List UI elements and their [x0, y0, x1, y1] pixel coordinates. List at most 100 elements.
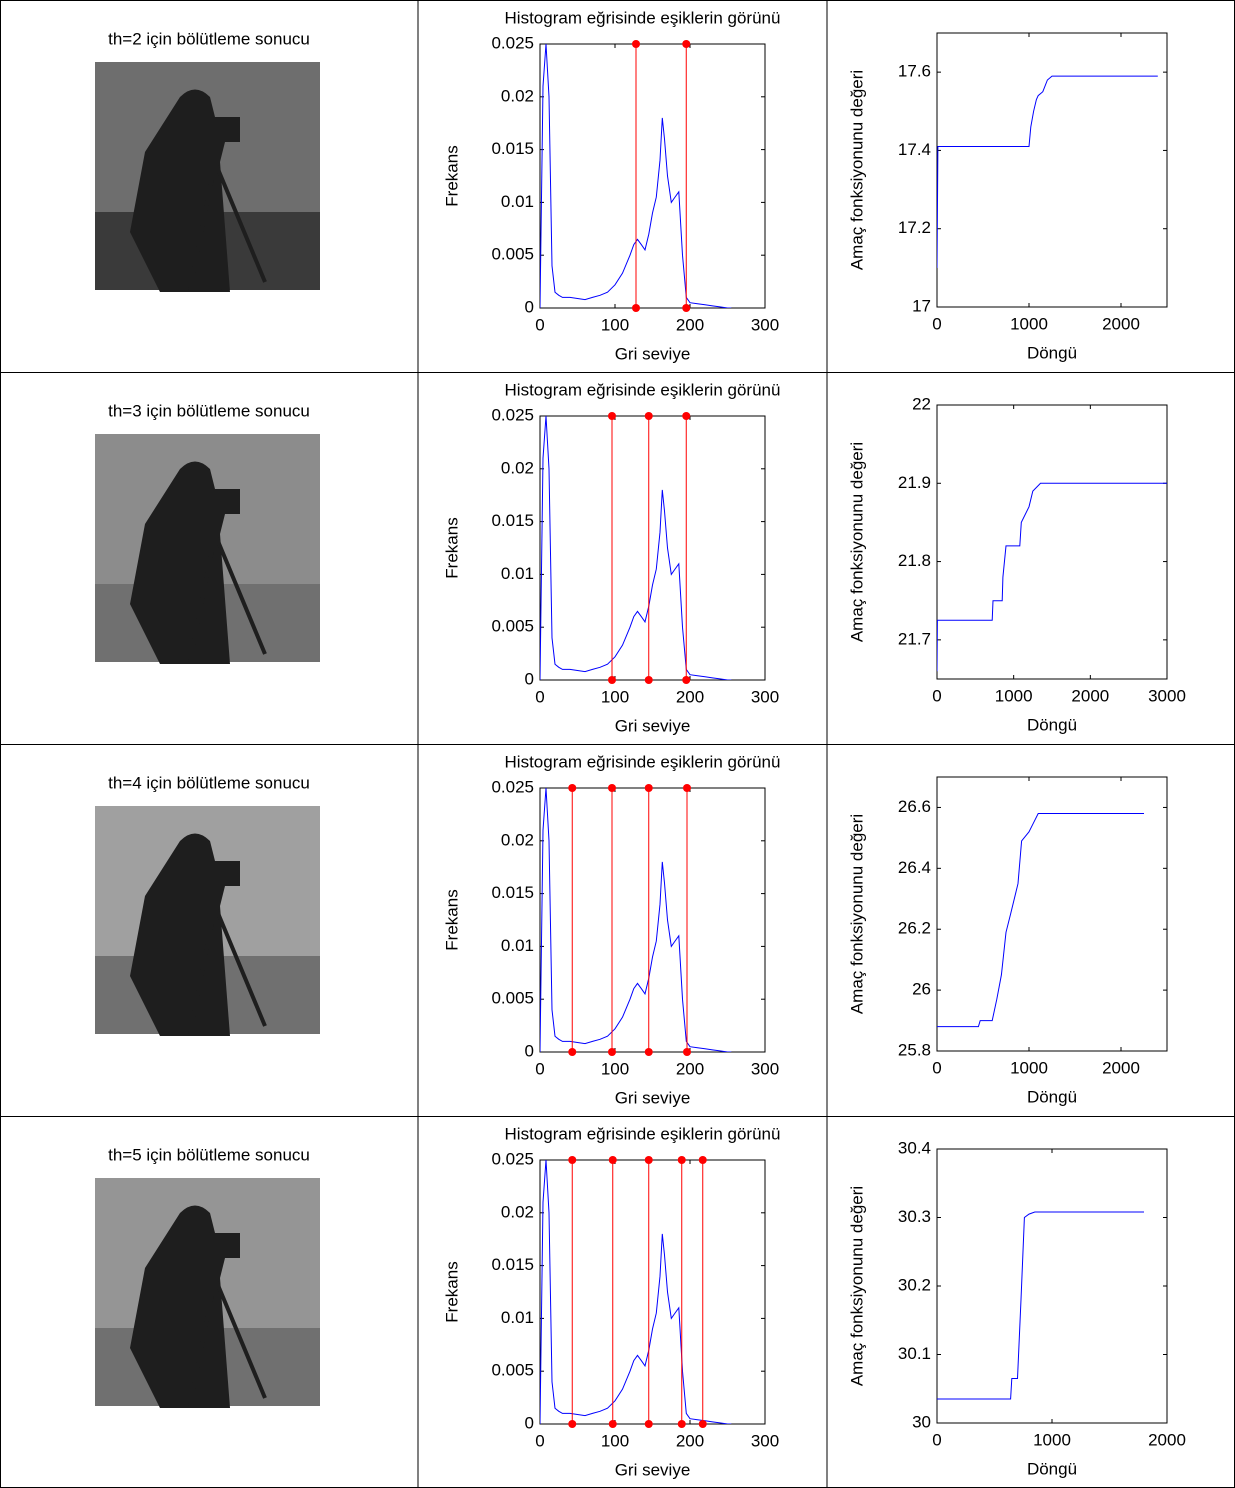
- x-tick-label: 1000: [995, 686, 1033, 705]
- y-tick-label: 0.01: [501, 192, 534, 211]
- x-tick-label: 300: [751, 687, 779, 706]
- image-tripod: [188, 1277, 267, 1407]
- y-tick-label: 26: [912, 980, 931, 999]
- y-tick-label: 0: [525, 1413, 534, 1432]
- threshold-dot: [644, 1048, 653, 1056]
- y-tick-label: 0.01: [501, 564, 534, 583]
- threshold-dot: [644, 676, 653, 684]
- image-tripod: [188, 905, 267, 1035]
- y-tick-label: 0.02: [501, 458, 534, 477]
- plot-area: [936, 776, 1168, 1052]
- series-line: [540, 1159, 732, 1424]
- y-axis-label: Amaç fonksiyonunu değeri: [847, 814, 866, 1014]
- y-tick-label: 0.015: [491, 883, 534, 902]
- x-tick-label: 0: [535, 315, 544, 334]
- y-tick-label: 0.01: [501, 1308, 534, 1327]
- plot-area: [539, 787, 766, 1053]
- y-tick-label: 30.2: [898, 1275, 931, 1294]
- y-tick-label: 0.02: [501, 1202, 534, 1221]
- threshold-dot: [608, 676, 616, 684]
- y-tick-label: 0.005: [491, 245, 534, 264]
- series-line: [937, 813, 1144, 1028]
- y-tick-label: 0.025: [491, 1149, 534, 1168]
- x-tick-label: 200: [676, 1431, 704, 1450]
- x-axis-label: Gri seviye: [615, 1460, 691, 1479]
- y-tick-label: 0: [525, 1041, 534, 1060]
- x-tick-label: 300: [751, 1431, 779, 1450]
- y-tick-label: 26.4: [898, 858, 931, 877]
- chart-title: Histogram eğrisinde eşiklerin görünü: [505, 380, 781, 399]
- x-tick-label: 1000: [1010, 1058, 1048, 1077]
- x-axis-label: Döngü: [1027, 343, 1077, 362]
- y-tick-label: 21.7: [898, 629, 931, 648]
- threshold-dot: [682, 676, 691, 684]
- y-tick-label: 17: [912, 296, 931, 315]
- y-tick-label: 0.025: [491, 777, 534, 796]
- image-tripod: [188, 161, 267, 291]
- threshold-dot: [608, 784, 616, 792]
- threshold-dot: [644, 1420, 653, 1428]
- y-tick-label: 17.6: [898, 62, 931, 81]
- y-tick-label: 30: [912, 1412, 931, 1431]
- series-line: [937, 75, 1158, 268]
- y-axis-label: Frekans: [442, 889, 461, 950]
- x-tick-label: 2000: [1102, 314, 1140, 333]
- threshold-dot: [682, 304, 691, 312]
- image-tripod: [188, 533, 267, 663]
- y-tick-label: 0.025: [491, 405, 534, 424]
- plot-area: [936, 1148, 1168, 1424]
- y-axis-label: Frekans: [442, 517, 461, 578]
- series-line: [540, 43, 732, 308]
- series-line: [540, 415, 732, 680]
- x-tick-label: 100: [601, 1431, 629, 1450]
- y-tick-label: 30.3: [898, 1207, 931, 1226]
- threshold-dot: [644, 1156, 653, 1164]
- threshold-dot: [568, 1420, 577, 1428]
- plot-area: [936, 404, 1168, 680]
- x-tick-label: 3000: [1148, 686, 1186, 705]
- caption: th=3 için bölütleme sonucu: [108, 401, 310, 420]
- x-tick-label: 200: [676, 315, 704, 334]
- chart-title: Histogram eğrisinde eşiklerin görünü: [505, 8, 781, 27]
- y-tick-label: 21.8: [898, 551, 931, 570]
- x-tick-label: 1000: [1010, 314, 1048, 333]
- plot-area: [936, 32, 1168, 308]
- x-tick-label: 300: [751, 1059, 779, 1078]
- threshold-dot: [683, 1048, 691, 1056]
- chart-title: Histogram eğrisinde eşiklerin görünü: [505, 752, 781, 771]
- y-tick-label: 0.02: [501, 830, 534, 849]
- x-tick-label: 200: [676, 1059, 704, 1078]
- y-axis-label: Frekans: [442, 1261, 461, 1322]
- threshold-dot: [608, 1156, 617, 1164]
- threshold-dot: [608, 1420, 617, 1428]
- caption: th=5 için bölütleme sonucu: [108, 1145, 310, 1164]
- image-figure: [130, 89, 240, 292]
- y-tick-label: 25.8: [898, 1040, 931, 1059]
- x-tick-label: 1000: [1033, 1430, 1071, 1449]
- y-tick-label: 0.015: [491, 1255, 534, 1274]
- x-axis-label: Döngü: [1027, 1459, 1077, 1478]
- threshold-dot: [677, 1156, 686, 1164]
- y-tick-label: 0: [525, 297, 534, 316]
- series-line: [937, 1211, 1144, 1400]
- caption: th=4 için bölütleme sonucu: [108, 773, 310, 792]
- threshold-dot: [608, 412, 616, 420]
- x-axis-label: Gri seviye: [615, 344, 691, 363]
- x-tick-label: 2000: [1071, 686, 1109, 705]
- y-tick-label: 26.2: [898, 919, 931, 938]
- plot-area: [539, 43, 766, 309]
- y-tick-label: 30.1: [898, 1344, 931, 1363]
- threshold-dot: [644, 412, 653, 420]
- y-tick-label: 30.4: [898, 1138, 931, 1157]
- threshold-dot: [608, 1048, 616, 1056]
- image-figure: [130, 461, 240, 664]
- image-figure: [130, 1205, 240, 1408]
- x-tick-label: 0: [932, 686, 941, 705]
- x-axis-label: Döngü: [1027, 1087, 1077, 1106]
- y-axis-label: Frekans: [442, 145, 461, 206]
- x-tick-label: 0: [932, 1058, 941, 1077]
- threshold-dot: [682, 412, 691, 420]
- y-tick-label: 0: [525, 669, 534, 688]
- threshold-dot: [682, 40, 691, 48]
